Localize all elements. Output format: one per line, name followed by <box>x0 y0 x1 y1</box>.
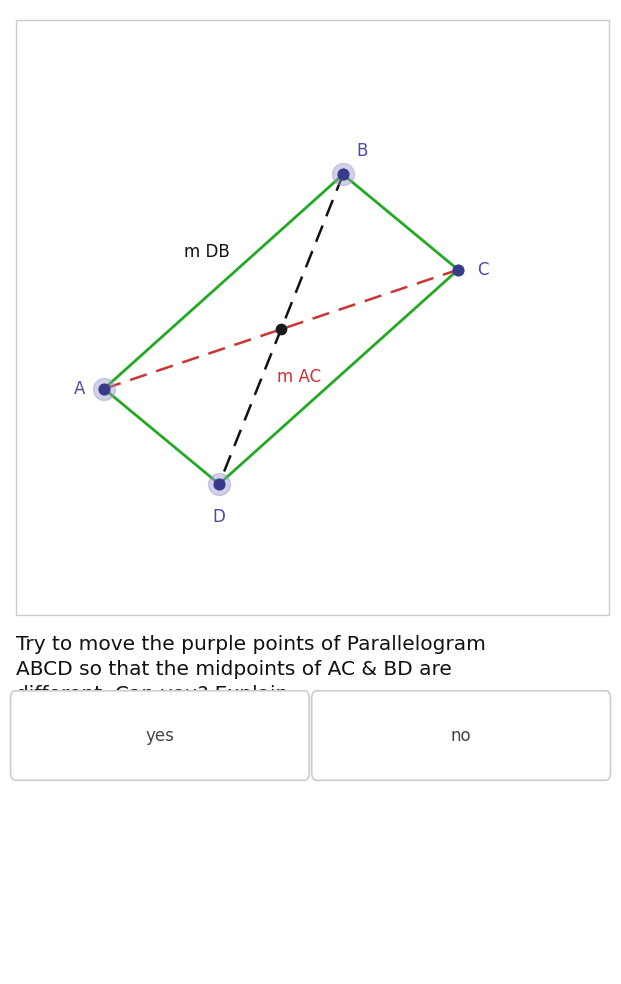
Point <box>99 381 109 397</box>
Point <box>214 476 224 492</box>
Text: m AC: m AC <box>276 368 321 386</box>
Point <box>214 476 224 492</box>
Point <box>453 262 463 277</box>
Text: B: B <box>357 142 368 159</box>
Text: D: D <box>212 509 225 526</box>
Point <box>276 322 286 338</box>
Point <box>338 166 348 182</box>
Text: no: no <box>451 726 471 745</box>
Text: C: C <box>477 261 489 278</box>
Point <box>338 166 348 182</box>
Text: A: A <box>73 380 85 398</box>
Point <box>99 381 109 397</box>
Text: yes: yes <box>145 726 175 745</box>
Text: m DB: m DB <box>184 243 229 261</box>
Text: Try to move the purple points of Parallelogram
ABCD so that the midpoints of AC : Try to move the purple points of Paralle… <box>16 635 486 704</box>
